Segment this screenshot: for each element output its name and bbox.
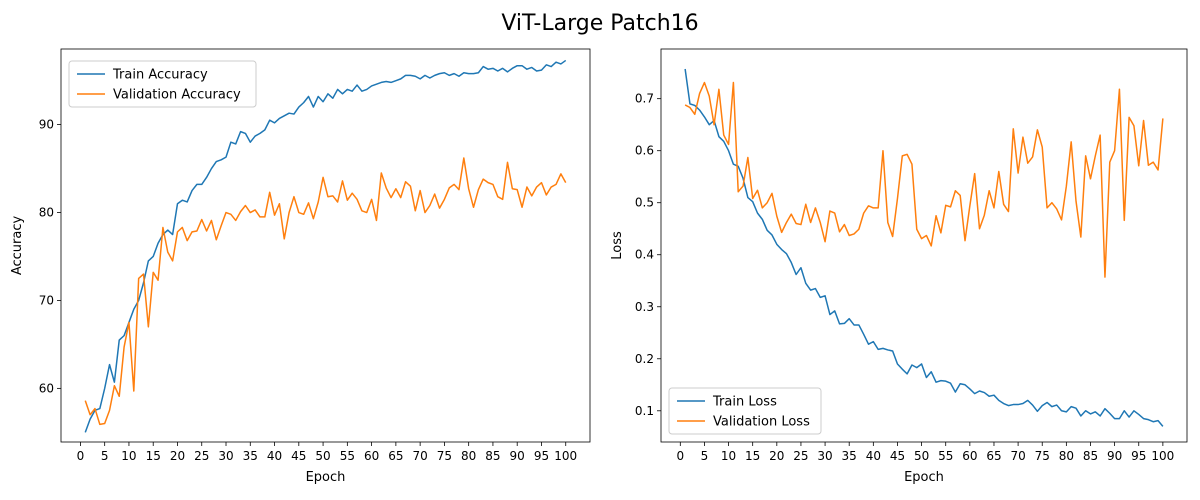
accuracy-y-tick-label: 90 [39,118,54,132]
legend-label-validation-accuracy: Validation Accuracy [113,88,241,103]
loss-x-tick-label: 45 [890,449,905,463]
loss-x-tick-label: 80 [1059,449,1074,463]
series-line-train-accuracy [84,59,567,433]
loss-y-tick-label: 0.7 [635,92,654,106]
loss-chart: 0 5 10 15 20 25 30 35 40 45 50 55 60 65 70 75 80 85 90 95 10… [610,48,1188,485]
accuracy-x-tick-label: 50 [315,449,330,463]
accuracy-y-axis-label: Accuracy [10,216,25,276]
accuracy-x-tick-label: 95 [534,449,549,463]
accuracy-x-tick-label: 80 [461,449,476,463]
accuracy-x-tick-label: 45 [291,449,306,463]
accuracy-axes-frame [60,48,591,443]
loss-y-axis-label: Loss [610,231,625,260]
loss-y-tick-label: 0.2 [635,352,654,366]
loss-x-tick-label: 90 [1107,449,1122,463]
loss-x-tick-label: 10 [721,449,736,463]
series-line-validation-loss [684,81,1164,278]
accuracy-x-tick-label: 10 [121,449,136,463]
loss-legend-box [668,387,822,435]
loss-x-tick-label: 30 [817,449,832,463]
loss-x-axis-label: Epoch [904,470,944,485]
loss-x-tick-label: 35 [842,449,857,463]
legend-label-train-accuracy: Train Accuracy [112,68,208,83]
accuracy-x-tick-label: 90 [510,449,525,463]
loss-x-tick-label: 50 [914,449,929,463]
loss-x-tick-label: 70 [1010,449,1025,463]
accuracy-y-tick-label: 70 [39,293,54,307]
accuracy-x-tick-label: 65 [388,449,403,463]
loss-x-tick-label: 55 [938,449,953,463]
figure-title: ViT-Large Patch16 [501,11,698,36]
accuracy-chart: 0 5 10 15 20 25 30 35 40 45 50 55 60 65 70 75 80 85 90 95 10… [10,48,591,485]
loss-x-tick-label: 15 [745,449,760,463]
loss-x-tick-label: 60 [962,449,977,463]
accuracy-x-tick-label: 75 [437,449,452,463]
series-line-validation-accuracy [84,157,567,426]
accuracy-x-tick-label: 40 [267,449,282,463]
legend-label-validation-loss: Validation Loss [713,415,810,430]
legend-label-train-loss: Train Loss [712,395,777,410]
loss-x-tick-label: 0 [676,449,684,463]
accuracy-x-tick-label: 30 [218,449,233,463]
loss-y-tick-label: 0.5 [635,196,654,210]
accuracy-legend: Train Accuracy Validation Accuracy [68,60,257,108]
loss-x-tick-label: 40 [866,449,881,463]
accuracy-x-tick-label: 15 [146,449,161,463]
accuracy-x-tick-label: 35 [243,449,258,463]
loss-y-tick-label: 0.6 [635,144,654,158]
loss-y-tick-label: 0.3 [635,300,654,314]
accuracy-x-tick-label: 25 [194,449,209,463]
loss-axes-frame [660,48,1188,443]
loss-x-tick-label: 65 [986,449,1001,463]
accuracy-y-tick-label: 60 [39,381,54,395]
loss-x-tick-label: 5 [701,449,709,463]
loss-x-tick-label: 95 [1131,449,1146,463]
loss-y-tick-label: 0.1 [635,404,654,418]
accuracy-x-tick-label: 100 [554,449,577,463]
accuracy-x-tick-label: 20 [170,449,185,463]
loss-legend: Train Loss Validation Loss [668,387,822,435]
accuracy-x-tick-label: 5 [101,449,109,463]
loss-x-tick-label: 100 [1151,449,1174,463]
loss-x-tick-label: 20 [769,449,784,463]
accuracy-y-tick-label: 80 [39,206,54,220]
accuracy-x-tick-label: 60 [364,449,379,463]
accuracy-x-tick-label: 85 [485,449,500,463]
accuracy-x-tick-label: 55 [340,449,355,463]
accuracy-x-axis-label: Epoch [306,470,346,485]
loss-x-tick-label: 85 [1083,449,1098,463]
accuracy-legend-box [68,60,257,108]
loss-x-tick-label: 75 [1035,449,1050,463]
series-line-train-loss [684,68,1164,427]
accuracy-x-tick-label: 70 [412,449,427,463]
loss-y-tick-label: 0.4 [635,248,654,262]
accuracy-x-tick-label: 0 [77,449,85,463]
loss-x-tick-label: 25 [793,449,808,463]
